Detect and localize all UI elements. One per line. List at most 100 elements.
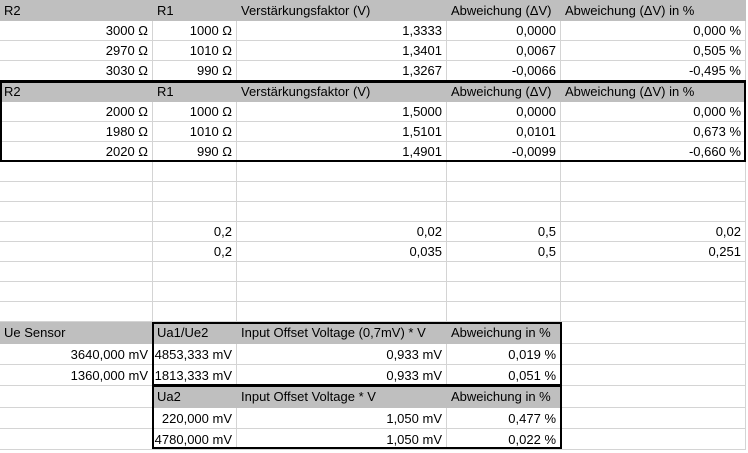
cell[interactable]: 0,022 % bbox=[447, 429, 561, 450]
cell[interactable]: 0,035 bbox=[237, 242, 447, 262]
cell[interactable] bbox=[237, 182, 447, 202]
table1-header-r2[interactable]: R2 bbox=[0, 0, 153, 21]
cell[interactable] bbox=[0, 429, 153, 450]
cell[interactable] bbox=[447, 262, 561, 282]
cell[interactable]: 0,019 % bbox=[447, 344, 561, 365]
cell[interactable]: 0,000 % bbox=[561, 21, 746, 41]
cell[interactable]: 0,000 % bbox=[561, 102, 746, 122]
cell[interactable]: 1,4901 bbox=[237, 142, 447, 162]
cell[interactable]: 0,505 % bbox=[561, 41, 746, 61]
cell[interactable]: 1,5000 bbox=[237, 102, 447, 122]
table2-header-r2[interactable]: R2 bbox=[0, 81, 153, 102]
cell[interactable]: 0,0101 bbox=[447, 122, 561, 142]
cell[interactable]: 1000 Ω bbox=[153, 21, 237, 41]
cell[interactable] bbox=[561, 344, 746, 365]
table2-header-r1[interactable]: R1 bbox=[153, 81, 237, 102]
cell[interactable] bbox=[237, 302, 447, 322]
sensor-table-a-header-deviation[interactable]: Abweichung in % bbox=[447, 322, 561, 344]
cell[interactable]: 3640,000 mV bbox=[0, 344, 153, 365]
cell[interactable] bbox=[561, 429, 746, 450]
cell[interactable] bbox=[0, 182, 153, 202]
sensor-table-b-header-ua2[interactable]: Ua2 bbox=[153, 386, 237, 408]
cell[interactable] bbox=[153, 182, 237, 202]
cell[interactable] bbox=[0, 282, 153, 302]
cell[interactable] bbox=[237, 262, 447, 282]
cell[interactable]: 2000 Ω bbox=[0, 102, 153, 122]
cell[interactable]: 990 Ω bbox=[153, 142, 237, 162]
cell[interactable] bbox=[561, 302, 746, 322]
cell[interactable]: -0,0066 bbox=[447, 61, 561, 81]
cell[interactable] bbox=[0, 262, 153, 282]
cell[interactable] bbox=[237, 282, 447, 302]
cell[interactable]: 0,02 bbox=[237, 222, 447, 242]
sensor-table-b-header-deviation[interactable]: Abweichung in % bbox=[447, 386, 561, 408]
cell[interactable]: 2970 Ω bbox=[0, 41, 153, 61]
sensor-table-a-header-ua1[interactable]: Ua1/Ue2 bbox=[153, 322, 237, 344]
cell[interactable] bbox=[447, 182, 561, 202]
table1-header-r1[interactable]: R1 bbox=[153, 0, 237, 21]
cell[interactable]: 0,933 mV bbox=[237, 365, 447, 386]
cell[interactable] bbox=[0, 408, 153, 429]
table1-header-deviation[interactable]: Abweichung (ΔV) bbox=[447, 0, 561, 21]
cell[interactable]: 0,673 % bbox=[561, 122, 746, 142]
cell[interactable]: 1,050 mV bbox=[237, 429, 447, 450]
cell[interactable]: 0,02 bbox=[561, 222, 746, 242]
cell[interactable] bbox=[561, 162, 746, 182]
cell[interactable] bbox=[0, 242, 153, 262]
cell[interactable]: 0,0000 bbox=[447, 21, 561, 41]
cell[interactable] bbox=[0, 222, 153, 242]
sensor-table-b-header-offset[interactable]: Input Offset Voltage * V bbox=[237, 386, 447, 408]
cell[interactable]: -0,660 % bbox=[561, 142, 746, 162]
cell[interactable]: 0,0000 bbox=[447, 102, 561, 122]
cell[interactable] bbox=[0, 162, 153, 182]
cell[interactable] bbox=[153, 202, 237, 222]
table2-header-gain[interactable]: Verstärkungsfaktor (V) bbox=[237, 81, 447, 102]
cell[interactable]: 0,5 bbox=[447, 242, 561, 262]
cell[interactable] bbox=[0, 202, 153, 222]
cell[interactable] bbox=[561, 322, 746, 344]
cell[interactable]: 1813,333 mV bbox=[153, 365, 237, 386]
cell[interactable]: 1,3267 bbox=[237, 61, 447, 81]
cell[interactable]: 0,0067 bbox=[447, 41, 561, 61]
cell[interactable] bbox=[561, 202, 746, 222]
cell[interactable]: 0,5 bbox=[447, 222, 561, 242]
cell[interactable] bbox=[0, 386, 153, 408]
sensor-table-a-header-offset[interactable]: Input Offset Voltage (0,7mV) * V bbox=[237, 322, 447, 344]
cell[interactable] bbox=[153, 262, 237, 282]
cell[interactable]: 1000 Ω bbox=[153, 102, 237, 122]
cell[interactable]: 0,933 mV bbox=[237, 344, 447, 365]
cell[interactable]: 4853,333 mV bbox=[153, 344, 237, 365]
cell[interactable]: 0,051 % bbox=[447, 365, 561, 386]
cell[interactable] bbox=[561, 262, 746, 282]
cell[interactable] bbox=[0, 302, 153, 322]
table1-header-gain[interactable]: Verstärkungsfaktor (V) bbox=[237, 0, 447, 21]
cell[interactable]: 1980 Ω bbox=[0, 122, 153, 142]
cell[interactable] bbox=[561, 386, 746, 408]
cell[interactable]: -0,0099 bbox=[447, 142, 561, 162]
cell[interactable]: -0,495 % bbox=[561, 61, 746, 81]
cell[interactable]: 1,3333 bbox=[237, 21, 447, 41]
cell[interactable] bbox=[561, 282, 746, 302]
cell[interactable]: 990 Ω bbox=[153, 61, 237, 81]
cell[interactable]: 1,5101 bbox=[237, 122, 447, 142]
cell[interactable]: 2020 Ω bbox=[0, 142, 153, 162]
cell[interactable]: 0,477 % bbox=[447, 408, 561, 429]
cell[interactable]: 220,000 mV bbox=[153, 408, 237, 429]
cell[interactable] bbox=[237, 162, 447, 182]
table2-header-deviation[interactable]: Abweichung (ΔV) bbox=[447, 81, 561, 102]
cell[interactable]: 3000 Ω bbox=[0, 21, 153, 41]
table2-header-deviation-percent[interactable]: Abweichung (ΔV) in % bbox=[561, 81, 746, 102]
cell[interactable] bbox=[237, 202, 447, 222]
cell[interactable]: 0,2 bbox=[153, 242, 237, 262]
cell[interactable]: 4780,000 mV bbox=[153, 429, 237, 450]
cell[interactable] bbox=[561, 182, 746, 202]
cell[interactable] bbox=[447, 282, 561, 302]
cell[interactable]: 3030 Ω bbox=[0, 61, 153, 81]
cell[interactable] bbox=[561, 408, 746, 429]
cell[interactable]: 1,050 mV bbox=[237, 408, 447, 429]
cell[interactable] bbox=[153, 302, 237, 322]
cell[interactable]: 1010 Ω bbox=[153, 122, 237, 142]
cell[interactable]: 0,2 bbox=[153, 222, 237, 242]
cell[interactable]: 1,3401 bbox=[237, 41, 447, 61]
cell[interactable] bbox=[447, 202, 561, 222]
